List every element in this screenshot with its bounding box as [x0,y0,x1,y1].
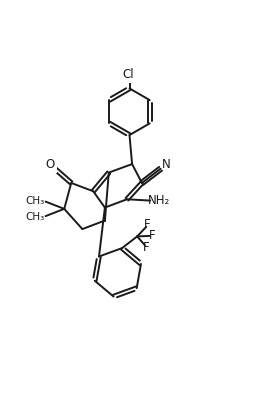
Text: Cl: Cl [123,68,134,81]
Text: F: F [149,229,155,243]
Text: F: F [144,218,151,231]
Text: CH₃: CH₃ [25,212,44,222]
Text: F: F [143,241,149,254]
Text: O: O [46,158,55,171]
Text: NH₂: NH₂ [148,194,170,207]
Text: N: N [162,158,171,171]
Text: CH₃: CH₃ [25,196,44,206]
